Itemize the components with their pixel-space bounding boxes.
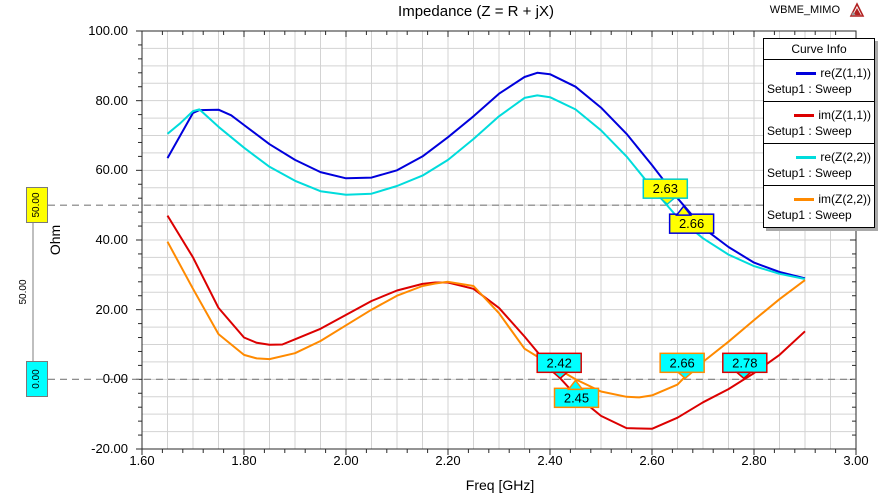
y-tick-label: 80.00 xyxy=(95,92,128,108)
x-tick-label: 2.00 xyxy=(333,453,359,468)
legend-entry-name: re(Z(1,1)) xyxy=(820,66,871,80)
marker-label-2.63: 2.63 xyxy=(653,181,678,196)
marker-pointer-2.42[interactable] xyxy=(551,371,570,380)
x-tick-label: 2.60 xyxy=(639,453,665,468)
legend-entry-setup: Setup1 : Sweep xyxy=(767,166,852,180)
marker-label-2.45: 2.45 xyxy=(564,390,589,405)
x-tick-label: 1.60 xyxy=(129,453,155,468)
legend-box[interactable]: Curve Info re(Z(1,1)) Setup1 : Sweep im(… xyxy=(763,38,875,228)
curve-imZ22[interactable] xyxy=(166,241,806,399)
marker-label-2.66: 2.66 xyxy=(679,216,704,231)
marker-label-2.66: 2.66 xyxy=(669,355,694,370)
imZ11-swatch-icon xyxy=(794,114,815,118)
y-tick-label: 60.00 xyxy=(95,162,128,178)
x-tick-label: 1.80 xyxy=(231,453,257,468)
legend-header: Curve Info xyxy=(764,39,874,60)
legend-entry-name: re(Z(2,2)) xyxy=(820,150,871,164)
marker-pointer-2.63[interactable] xyxy=(658,197,677,206)
curve-reZ22[interactable] xyxy=(166,94,806,280)
imZ22-swatch-icon xyxy=(794,198,815,202)
legend-entry-reZ11[interactable]: re(Z(1,1)) Setup1 : Sweep xyxy=(764,60,874,102)
marker-box-2.66[interactable] xyxy=(668,213,715,234)
x-tick-label: 2.20 xyxy=(435,453,461,468)
x-tick-label: 2.40 xyxy=(537,453,563,468)
legend-entry-name: im(Z(1,1)) xyxy=(818,108,871,122)
y-tick-label: 40.00 xyxy=(95,232,128,247)
ref-line-label-0[interactable]: 0.00 xyxy=(26,361,48,397)
marker-label-2.42: 2.42 xyxy=(547,355,572,370)
x-tick-label: 2.80 xyxy=(741,453,767,468)
marker-label-2.78: 2.78 xyxy=(732,355,757,370)
marker-pointer-2.45[interactable] xyxy=(566,379,585,391)
legend-entry-setup: Setup1 : Sweep xyxy=(767,82,852,96)
y-tick-label: -20.00 xyxy=(91,441,128,456)
project-name-label: WBME_MIMO xyxy=(769,4,840,16)
curve-reZ11[interactable] xyxy=(166,71,806,280)
x-tick-label: 3.00 xyxy=(843,453,869,468)
reZ22-swatch-icon xyxy=(796,156,817,160)
legend-entry-imZ11[interactable]: im(Z(1,1)) Setup1 : Sweep xyxy=(764,102,874,144)
marker-pointer-2.66[interactable] xyxy=(675,204,693,216)
ref-delta-value: 50.00 xyxy=(18,279,29,305)
legend-entry-name: im(Z(2,2)) xyxy=(818,192,871,206)
ref-line-label-50[interactable]: 50.00 xyxy=(26,187,48,223)
reZ11-swatch-icon xyxy=(796,72,817,76)
y-tick-label: 100.00 xyxy=(88,23,128,38)
ansys-logo-icon xyxy=(849,2,865,17)
legend-entry-imZ22[interactable]: im(Z(2,2)) Setup1 : Sweep xyxy=(764,186,874,227)
legend-entry-setup: Setup1 : Sweep xyxy=(767,208,852,222)
legend-entry-setup: Setup1 : Sweep xyxy=(767,124,852,138)
y-tick-label: 20.00 xyxy=(95,301,128,317)
y-tick-label: 0.00 xyxy=(102,371,128,387)
chart-title: Impedance (Z = R + jX) xyxy=(398,3,554,20)
x-axis-title: Freq [GHz] xyxy=(465,477,535,493)
legend-entry-reZ22[interactable]: re(Z(2,2)) Setup1 : Sweep xyxy=(764,144,874,186)
marker-pointer-2.78[interactable] xyxy=(734,371,753,380)
marker-pointer-2.66[interactable] xyxy=(676,371,695,380)
